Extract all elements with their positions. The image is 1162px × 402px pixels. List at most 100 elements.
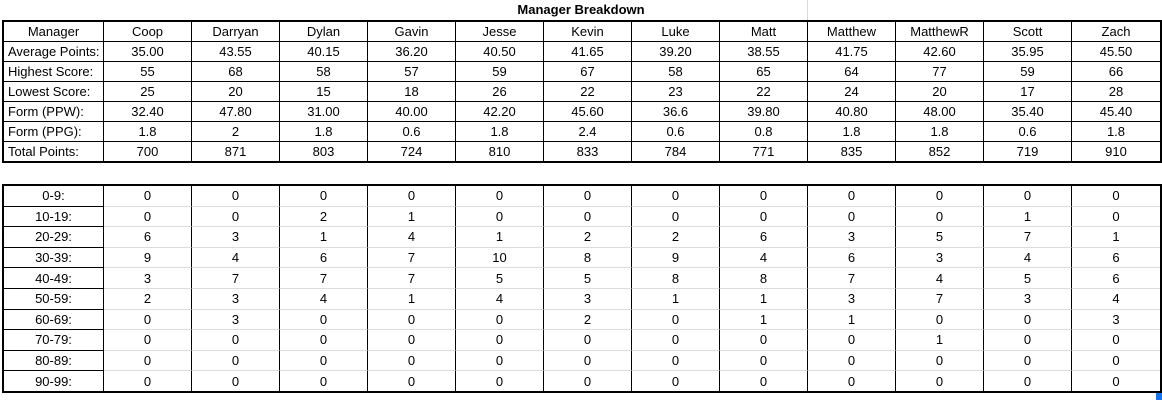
stat-cell[interactable]: 39.80: [720, 102, 808, 122]
stat-cell[interactable]: 59: [456, 62, 544, 82]
distribution-cell[interactable]: 0: [720, 330, 808, 351]
distribution-cell[interactable]: 0: [808, 371, 896, 391]
stat-cell[interactable]: 36.6: [632, 102, 720, 122]
distribution-cell[interactable]: 0: [280, 330, 368, 351]
distribution-cell[interactable]: 7: [368, 268, 456, 289]
stat-cell[interactable]: 32.40: [104, 102, 192, 122]
stat-cell[interactable]: 55: [104, 62, 192, 82]
manager-name-header[interactable]: Zach: [1072, 22, 1160, 42]
distribution-cell[interactable]: 0: [720, 371, 808, 391]
stat-cell[interactable]: 2: [192, 122, 280, 142]
distribution-cell[interactable]: 3: [192, 227, 280, 248]
stat-cell[interactable]: 15: [280, 82, 368, 102]
distribution-cell[interactable]: 7: [280, 268, 368, 289]
distribution-cell[interactable]: 3: [1072, 310, 1160, 331]
distribution-cell[interactable]: 0: [192, 186, 280, 207]
stat-cell[interactable]: 40.15: [280, 42, 368, 62]
manager-name-header[interactable]: Darryan: [192, 22, 280, 42]
score-bucket-label[interactable]: 40-49:: [4, 268, 104, 289]
stat-cell[interactable]: 24: [808, 82, 896, 102]
stat-cell[interactable]: 784: [632, 142, 720, 161]
distribution-cell[interactable]: 0: [720, 350, 808, 372]
manager-name-header[interactable]: Matthew: [808, 22, 896, 42]
distribution-cell[interactable]: 1: [632, 288, 720, 310]
distribution-cell[interactable]: 1: [368, 206, 456, 228]
distribution-cell[interactable]: 0: [808, 350, 896, 372]
stat-cell[interactable]: 43.55: [192, 42, 280, 62]
stat-cell[interactable]: 1.8: [896, 122, 984, 142]
distribution-cell[interactable]: 1: [896, 330, 984, 351]
distribution-cell[interactable]: 0: [280, 350, 368, 372]
distribution-cell[interactable]: 0: [984, 330, 1072, 351]
distribution-cell[interactable]: 0: [896, 350, 984, 372]
distribution-cell[interactable]: 0: [368, 350, 456, 372]
stat-cell[interactable]: 38.55: [720, 42, 808, 62]
distribution-cell[interactable]: 0: [632, 206, 720, 228]
distribution-cell[interactable]: 1: [720, 309, 808, 331]
stat-cell[interactable]: 910: [1105, 144, 1127, 159]
distribution-cell[interactable]: 0: [544, 186, 632, 207]
stat-cell[interactable]: 67: [544, 62, 632, 82]
stat-cell[interactable]: 25: [104, 82, 192, 102]
distribution-cell[interactable]: 0: [104, 206, 192, 228]
stat-cell[interactable]: 28: [1072, 82, 1160, 102]
stat-cell[interactable]: 0.8: [720, 122, 808, 142]
distribution-cell[interactable]: 4: [368, 227, 456, 248]
score-bucket-label[interactable]: 90-99:: [4, 371, 104, 391]
stat-cell[interactable]: 41.75: [808, 42, 896, 62]
distribution-cell[interactable]: 7: [368, 247, 456, 269]
distribution-cell[interactable]: 5: [456, 268, 544, 289]
stat-cell[interactable]: 58: [280, 62, 368, 82]
distribution-cell[interactable]: 0: [984, 186, 1072, 207]
stat-cell[interactable]: 1.8: [1072, 122, 1160, 142]
manager-name-header[interactable]: Dylan: [280, 22, 368, 42]
stat-cell[interactable]: 26: [456, 82, 544, 102]
stat-cell[interactable]: 65: [720, 62, 808, 82]
stat-cell[interactable]: 45.40: [1072, 102, 1160, 122]
stat-row-label[interactable]: Lowest Score:: [4, 82, 104, 102]
distribution-cell[interactable]: 4: [896, 268, 984, 289]
distribution-cell[interactable]: 10: [456, 247, 544, 269]
stat-cell[interactable]: 833: [544, 142, 632, 161]
distribution-cell[interactable]: 3: [192, 309, 280, 331]
stat-cell[interactable]: 17: [984, 82, 1072, 102]
distribution-cell[interactable]: 0: [544, 371, 632, 391]
stat-cell[interactable]: 35.00: [104, 42, 192, 62]
manager-name-header[interactable]: Jesse: [456, 22, 544, 42]
stat-cell[interactable]: 0.6: [368, 122, 456, 142]
score-bucket-label[interactable]: 30-39:: [4, 247, 104, 269]
stat-cell[interactable]: 35.95: [984, 42, 1072, 62]
distribution-cell[interactable]: 0: [104, 371, 192, 391]
distribution-cell[interactable]: 0: [368, 309, 456, 331]
distribution-cell[interactable]: 0: [544, 206, 632, 228]
distribution-cell[interactable]: 5: [896, 227, 984, 248]
distribution-cell[interactable]: 0: [280, 371, 368, 391]
stat-cell[interactable]: 40.00: [368, 102, 456, 122]
distribution-cell[interactable]: 9: [632, 247, 720, 269]
distribution-cell[interactable]: 0: [280, 186, 368, 207]
distribution-cell[interactable]: 6: [1072, 248, 1160, 269]
distribution-cell[interactable]: 3: [104, 268, 192, 289]
distribution-cell[interactable]: 0: [808, 186, 896, 207]
manager-name-header[interactable]: Gavin: [368, 22, 456, 42]
stat-cell[interactable]: 40.80: [808, 102, 896, 122]
distribution-cell[interactable]: 0: [104, 350, 192, 372]
distribution-cell[interactable]: 0: [896, 309, 984, 331]
distribution-cell[interactable]: 0: [720, 186, 808, 207]
stat-cell[interactable]: 835: [808, 142, 896, 161]
distribution-cell[interactable]: 7: [808, 268, 896, 289]
distribution-cell[interactable]: 0: [192, 330, 280, 351]
stat-row-label[interactable]: Total Points:: [4, 142, 104, 161]
distribution-cell[interactable]: 1: [1072, 227, 1160, 248]
distribution-cell[interactable]: 0: [896, 371, 984, 391]
distribution-cell[interactable]: 4: [192, 247, 280, 269]
distribution-cell[interactable]: 0: [1072, 351, 1160, 372]
distribution-cell[interactable]: 2: [632, 227, 720, 248]
stat-row-label[interactable]: Average Points:: [4, 42, 104, 62]
stat-cell[interactable]: 852: [896, 142, 984, 161]
distribution-cell[interactable]: 0: [632, 186, 720, 207]
distribution-cell[interactable]: 2: [104, 288, 192, 310]
stat-cell[interactable]: 42.60: [896, 42, 984, 62]
stat-cell[interactable]: 58: [632, 62, 720, 82]
distribution-cell[interactable]: 0: [104, 186, 192, 207]
